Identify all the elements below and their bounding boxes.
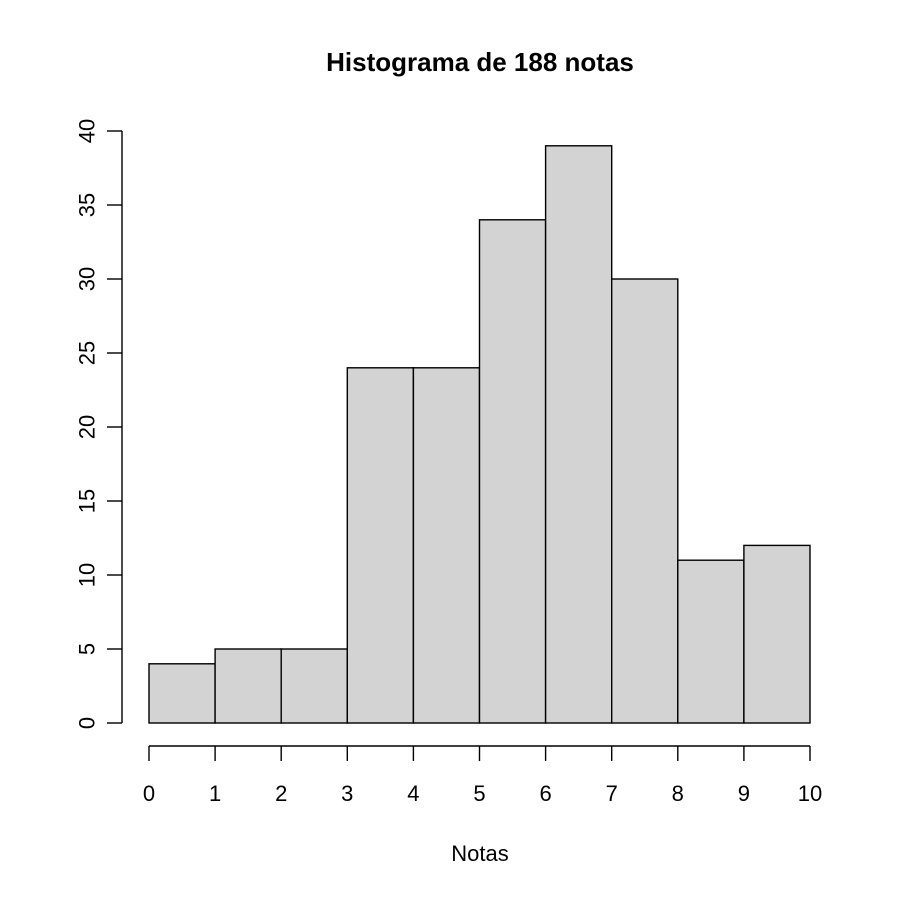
histogram-bar-1 bbox=[214, 648, 282, 724]
histogram-bar-2 bbox=[280, 648, 349, 724]
y-tick-label-7: 35 bbox=[75, 193, 100, 217]
bars-group bbox=[148, 145, 811, 724]
y-tick-label-2: 10 bbox=[75, 563, 100, 587]
x-tick-label-3: 3 bbox=[341, 781, 353, 806]
y-tick-label-5: 25 bbox=[75, 341, 100, 365]
x-tick-label-1: 1 bbox=[209, 781, 221, 806]
x-axis-label: Notas bbox=[451, 841, 508, 866]
x-tick-label-4: 4 bbox=[407, 781, 419, 806]
x-tick-label-2: 2 bbox=[275, 781, 287, 806]
x-tick-label-7: 7 bbox=[606, 781, 618, 806]
x-tick-label-5: 5 bbox=[473, 781, 485, 806]
chart-title: Histograma de 188 notas bbox=[326, 47, 634, 77]
x-tick-label-9: 9 bbox=[738, 781, 750, 806]
histogram-bar-3 bbox=[346, 367, 415, 724]
x-tick-label-0: 0 bbox=[143, 781, 155, 806]
x-tick-label-6: 6 bbox=[539, 781, 551, 806]
y-axis: 0 5 10 15 20 25 30 35 40 bbox=[75, 119, 123, 729]
histogram-bar-9 bbox=[743, 544, 811, 724]
histogram-bar-4 bbox=[412, 367, 481, 724]
y-tick-label-8: 40 bbox=[75, 119, 100, 143]
histogram-bar-6 bbox=[544, 145, 613, 724]
y-tick-label-1: 5 bbox=[75, 643, 100, 655]
y-tick-label-6: 30 bbox=[75, 267, 100, 291]
histogram-bar-7 bbox=[611, 278, 679, 724]
x-tick-label-10: 10 bbox=[798, 781, 822, 806]
y-tick-label-0: 0 bbox=[75, 717, 100, 729]
y-tick-label-4: 20 bbox=[75, 415, 100, 439]
histogram-bar-8 bbox=[677, 559, 745, 724]
histogram-bar-0 bbox=[148, 663, 216, 724]
x-tick-label-8: 8 bbox=[672, 781, 684, 806]
histogram-bar-5 bbox=[478, 219, 547, 724]
x-axis: 0 1 2 3 4 5 6 7 8 9 10 bbox=[143, 745, 822, 806]
y-tick-label-3: 15 bbox=[75, 489, 100, 513]
